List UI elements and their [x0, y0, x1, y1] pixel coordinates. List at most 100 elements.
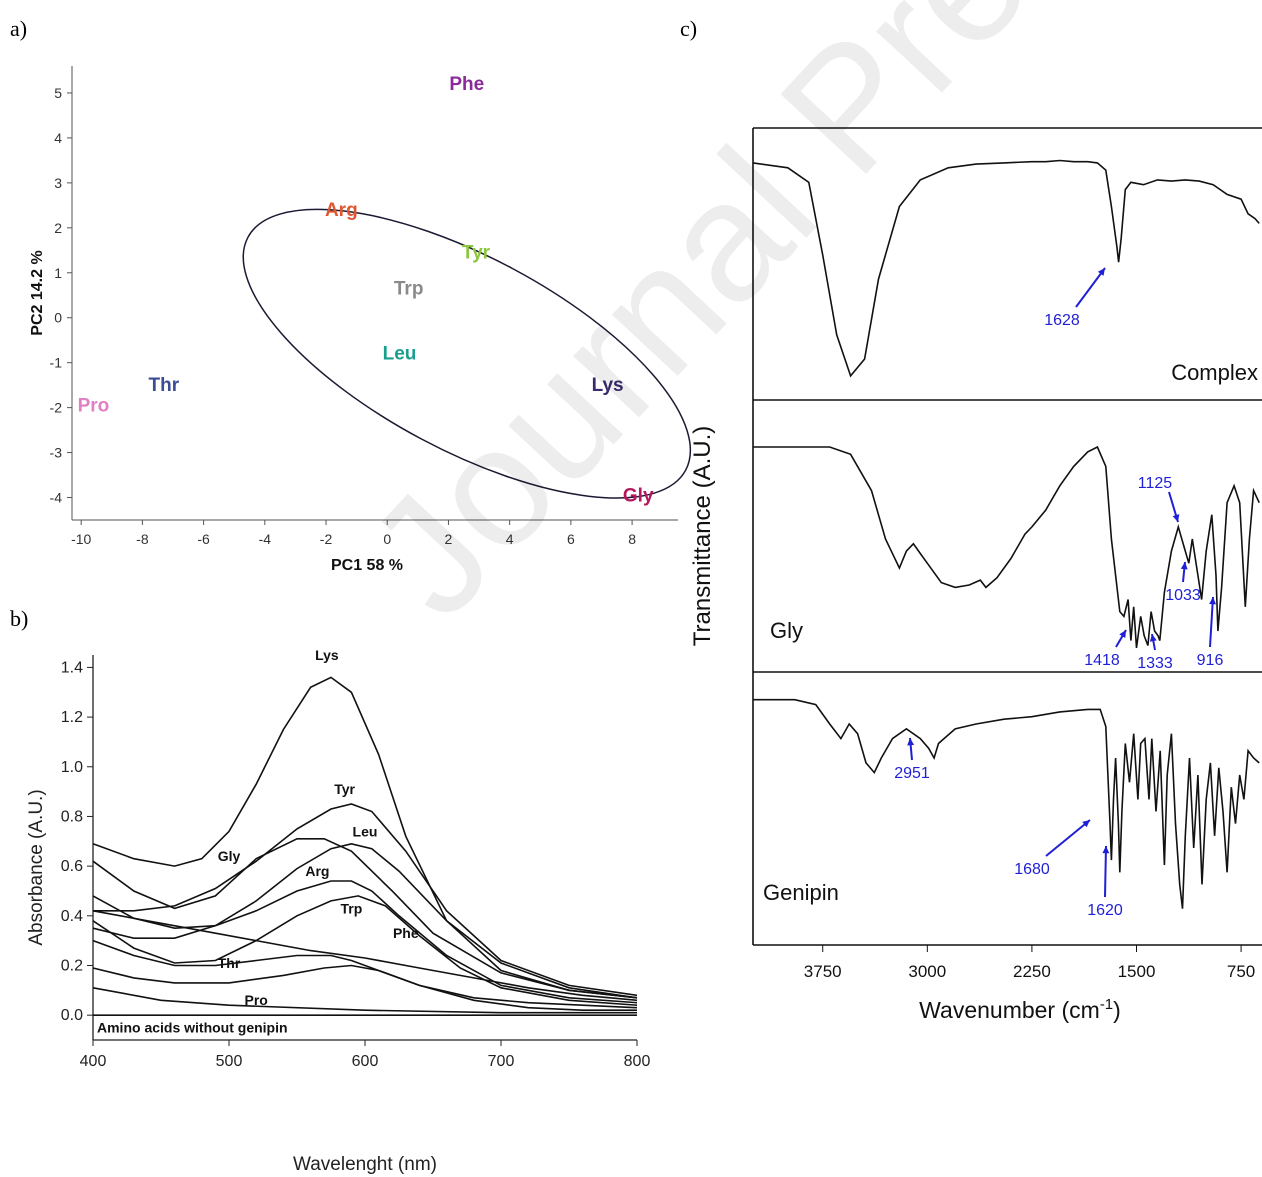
abs-y-tick-label: 0.0: [61, 1007, 83, 1024]
pca-point-label: Pro: [78, 395, 110, 416]
abs-x-tick-label: 400: [80, 1053, 107, 1070]
ftir-peak-arrowhead: [1149, 634, 1157, 642]
panel-label-a: a): [10, 16, 28, 41]
pca-y-tick-label: -1: [50, 355, 63, 371]
ftir-peak-arrow: [1075, 267, 1106, 308]
abs-series-line: [92, 676, 638, 999]
abs-series-line: [92, 880, 638, 1004]
abs-series-line: [92, 910, 638, 1002]
pca-x-tick-label: -6: [197, 531, 210, 547]
panel-label-c: c): [680, 16, 698, 41]
abs-series-line: [92, 939, 638, 1009]
ftir-spectrum-line: [752, 159, 1260, 378]
abs-series-line: [93, 803, 638, 997]
ftir-peak-label: 1125: [1138, 475, 1173, 492]
ftir-peak-arrowhead: [1097, 268, 1105, 276]
pca-y-tick-label: 3: [54, 175, 62, 191]
abs-y-tick-label: 1.2: [61, 709, 83, 726]
pca-x-tick-label: 4: [506, 531, 514, 547]
abs-series-line: [92, 987, 637, 1014]
pca-cluster-ellipse: [242, 208, 692, 499]
pca-point-label: Trp: [394, 279, 424, 300]
ftir-x-tick-label: 3000: [908, 962, 946, 981]
abs-x-tick-label: 800: [624, 1053, 651, 1070]
pca-point-label: Tyr: [462, 243, 491, 264]
pca-point-label: Arg: [325, 200, 358, 221]
abs-annotation: Amino acids without genipin: [97, 1020, 288, 1036]
ftir-spectrum-name: Complex: [1171, 360, 1258, 385]
ftir-peak-arrow: [1209, 596, 1214, 648]
pca-y-tick-label: 4: [54, 130, 62, 146]
abs-y-tick-label: 0.4: [61, 908, 83, 925]
pca-y-tick-label: -3: [50, 445, 63, 461]
pca-point-label: Thr: [149, 375, 180, 396]
pca-point-label: Phe: [449, 74, 484, 95]
ftir-peak-arrow: [1045, 819, 1091, 857]
pca-x-tick-label: -8: [136, 531, 149, 547]
ftir-peak-label: 1628: [1044, 312, 1080, 329]
ftir-spectrum-line: [753, 698, 1260, 909]
pca-y-tick-label: 2: [54, 220, 62, 236]
abs-series-label: Phe: [393, 925, 419, 941]
ftir-peak-label: 1620: [1087, 902, 1123, 919]
abs-series-label: Pro: [245, 992, 268, 1008]
pca-point-label: Gly: [623, 485, 654, 506]
ftir-spectrum-name: Genipin: [763, 880, 839, 905]
abs-y-tick-label: 1.0: [61, 759, 83, 776]
abs-y-tick-label: 0.6: [61, 858, 83, 875]
abs-x-axis-title: Wavelenght (nm): [293, 1154, 437, 1175]
abs-series-label: Gly: [218, 848, 241, 864]
pca-y-tick-label: 1: [54, 265, 62, 281]
abs-x-tick-label: 500: [216, 1053, 243, 1070]
pca-x-axis-title: PC1 58 %: [331, 557, 403, 574]
abs-series-label: Trp: [341, 900, 363, 916]
ftir-peak-arrowhead: [907, 738, 915, 746]
abs-series-label: Arg: [305, 863, 329, 879]
ftir-x-tick-label: 3750: [804, 962, 842, 981]
pca-x-tick-label: 8: [628, 531, 636, 547]
abs-series-line: [92, 838, 638, 999]
pca-y-tick-label: -2: [50, 400, 63, 416]
ftir-peak-arrowhead: [1102, 846, 1110, 854]
pca-y-tick-label: 0: [54, 310, 62, 326]
pca-x-tick-label: -10: [71, 531, 91, 547]
ftir-y-axis-title: Transmittance (A.U.): [689, 426, 716, 647]
pca-point-label: Lys: [592, 375, 624, 396]
ftir-x-axis-title: Wavenumber (cm-1): [919, 996, 1121, 1023]
ftir-peak-label: 2951: [894, 765, 930, 782]
pca-x-tick-label: 6: [567, 531, 575, 547]
pca-y-axis-title: PC2 14.2 %: [29, 250, 46, 335]
ftir-peak-label: 1333: [1137, 655, 1173, 672]
abs-series-line: [92, 964, 637, 1011]
pca-y-tick-label: 5: [54, 85, 62, 101]
ftir-peak-label: 1418: [1084, 652, 1120, 669]
abs-series-line: [92, 895, 638, 1006]
abs-x-tick-label: 600: [352, 1053, 379, 1070]
abs-series-label: Tyr: [334, 781, 355, 797]
pca-point-label: Leu: [383, 344, 417, 365]
pca-y-tick-label: -4: [50, 490, 63, 506]
abs-y-axis-title: Absorbance (A.U.): [26, 789, 47, 945]
ftir-peak-label: 1033: [1165, 587, 1201, 604]
ftir-x-tick-label: 2250: [1013, 962, 1051, 981]
ftir-peak-arrowhead: [1172, 514, 1180, 522]
ftir-peak-arrowhead: [1082, 820, 1090, 828]
ftir-peak-label: 1680: [1014, 861, 1050, 878]
pca-x-tick-label: 0: [383, 531, 391, 547]
abs-x-tick-label: 700: [488, 1053, 515, 1070]
abs-y-tick-label: 1.4: [61, 659, 83, 676]
pca-x-tick-label: 2: [445, 531, 453, 547]
ftir-spectrum-line: [753, 445, 1260, 649]
ftir-peak-arrowhead: [1119, 630, 1126, 638]
absorbance-plot: 400 500 600 700 800 0.0 0.2 0.4 0.6 0.8 1.0 1.2 1.4 W…: [26, 647, 650, 1175]
ftir-peak-arrow: [1104, 845, 1107, 898]
pca-x-tick-label: -4: [259, 531, 272, 547]
pca-x-tick-label: -2: [320, 531, 333, 547]
ftir-peak-arrowhead: [1180, 562, 1188, 570]
ftir-peak-arrowhead: [1209, 597, 1216, 605]
ftir-x-tick-label: 1500: [1118, 962, 1156, 981]
abs-y-tick-label: 0.8: [61, 808, 83, 825]
abs-series-label: Thr: [218, 955, 241, 971]
